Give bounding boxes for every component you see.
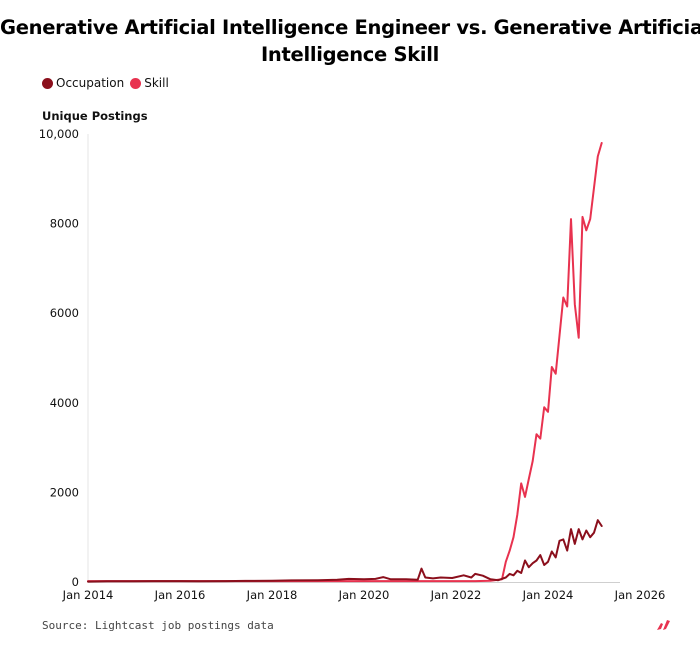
y-tick-label: 2000 (50, 485, 79, 499)
chart-title: Generative Artificial Intelligence Engin… (0, 14, 700, 68)
x-tick-label: Jan 2024 (522, 588, 574, 602)
chart-title-line: Intelligence Skill (260, 43, 440, 66)
legend: Occupation Skill (42, 76, 175, 90)
y-tick-label: 8000 (50, 217, 79, 231)
series-line-skill (87, 142, 603, 583)
x-tick-label: Jan 2020 (338, 588, 390, 602)
y-tick-label: 10,000 (39, 127, 79, 141)
x-tick-label: Jan 2016 (154, 588, 206, 602)
x-tick-label: Jan 2018 (246, 588, 298, 602)
y-axis-label: Unique Postings (42, 109, 148, 123)
y-tick-label: 0 (72, 575, 79, 589)
y-tick-label: 6000 (50, 306, 79, 320)
legend-item-skill[interactable]: Skill (130, 76, 169, 90)
legend-swatch-occupation (42, 77, 53, 89)
x-tick-label: Jan 2014 (62, 588, 114, 602)
legend-item-occupation[interactable]: Occupation (42, 76, 124, 90)
legend-label-skill: Skill (144, 76, 169, 90)
x-tick-label: Jan 2026 (614, 588, 666, 602)
source-note: Source: Lightcast job postings data (42, 619, 274, 632)
legend-swatch-skill (130, 77, 142, 89)
x-tick-label: Jan 2022 (430, 588, 482, 602)
y-tick-label: 4000 (50, 396, 79, 410)
legend-label-occupation: Occupation (56, 76, 125, 90)
chart-title-line: Generative Artificial Intelligence Engin… (0, 16, 700, 39)
series-line-occupation (87, 519, 603, 583)
lightcast-logo-icon (657, 620, 670, 630)
